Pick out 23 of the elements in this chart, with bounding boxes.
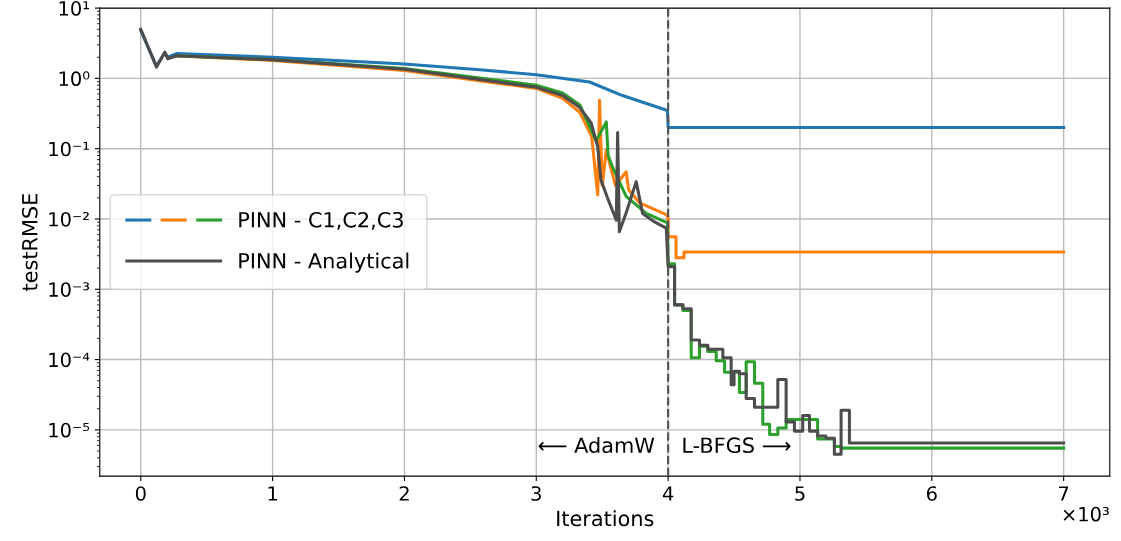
x-tick-label: 0 — [135, 486, 146, 501]
y-tick-label: 10⁻⁴ — [49, 352, 90, 368]
y-tick-label: 10⁻² — [49, 211, 89, 227]
annotation: ⟵ AdamW — [538, 436, 655, 454]
y-tick-label: 10⁻⁵ — [49, 422, 90, 438]
x-tick-label: 6 — [926, 486, 937, 501]
x-axis-title: Iterations — [557, 510, 654, 527]
x-tick-label: 2 — [399, 486, 409, 501]
annotation: L-BFGS ⟶ — [683, 437, 791, 454]
y-tick-label: 10¹ — [59, 1, 89, 16]
x-tick-label: 3 — [531, 486, 541, 501]
legend-label: PINN - C1,C2,C3 — [239, 211, 403, 230]
x-tick-label: 4 — [662, 486, 674, 501]
legend-label: PINN - Analytical — [239, 252, 409, 273]
text: ×10³ — [1063, 506, 1109, 522]
x-tick-label: 5 — [795, 486, 805, 501]
x-tick-label: 7 — [1059, 486, 1069, 501]
x-tick-label: 1 — [268, 486, 277, 501]
y-tick-label: 10⁻¹ — [49, 141, 89, 157]
y-tick-label: 10⁰ — [59, 71, 90, 87]
y-tick-label: 10⁻³ — [49, 282, 90, 297]
y-axis-title: testRMSE — [21, 194, 38, 291]
line-series — [139, 28, 1066, 130]
